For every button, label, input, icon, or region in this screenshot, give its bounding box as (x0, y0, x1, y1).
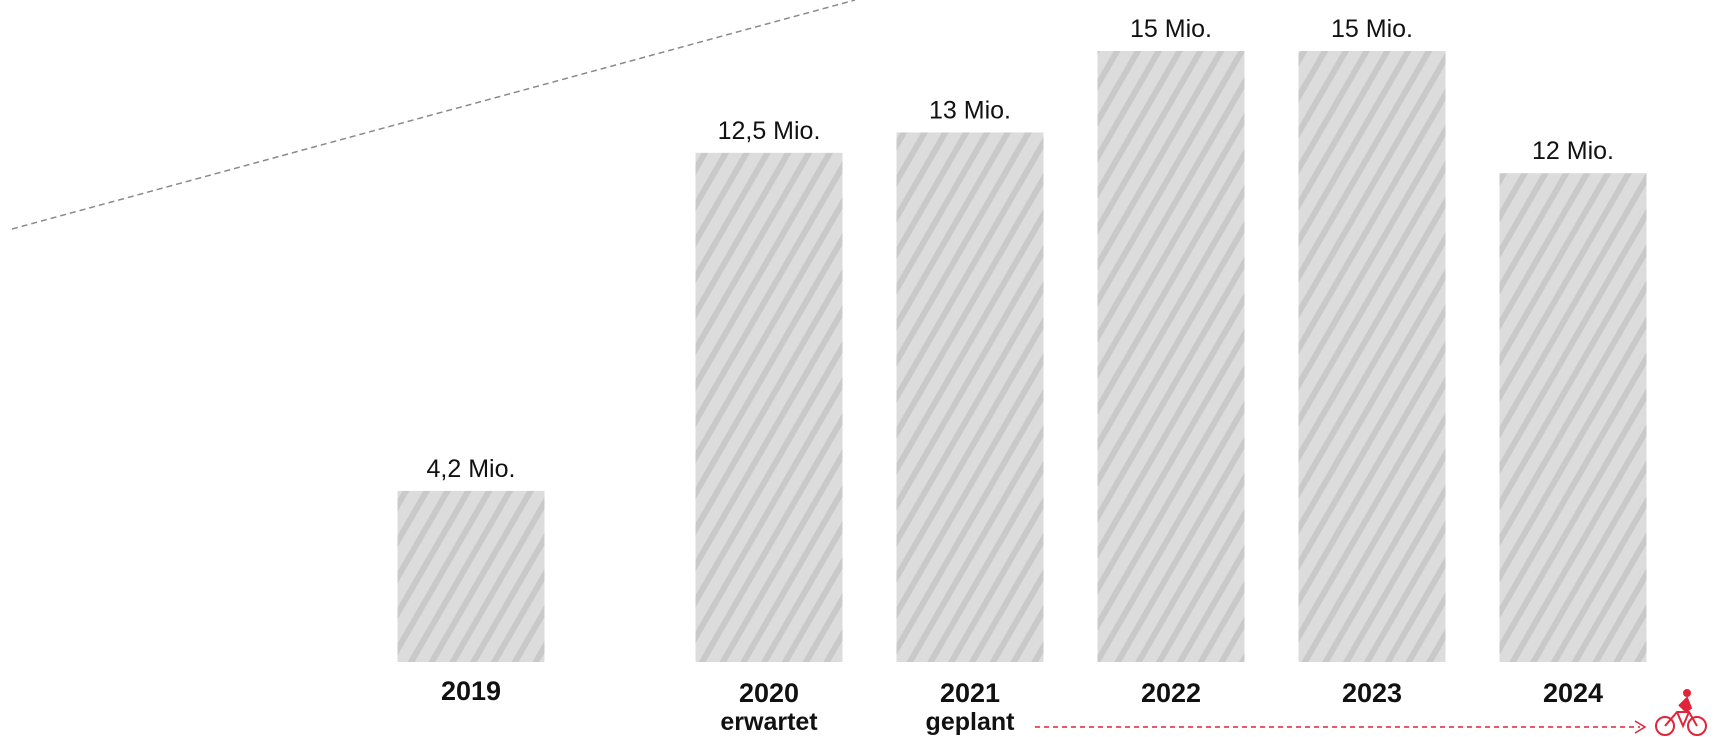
value-labels-group: 4,2 Mio. 12,5 Mio. 13 Mio. 15 Mio. 15 Mio. 12… (427, 15, 1614, 483)
value-label-2021: 13 Mio. (929, 96, 1011, 124)
category-label-2022: 2022 (1141, 678, 1201, 708)
category-label-2021: 2021 (940, 678, 1000, 708)
value-label-2023: 15 Mio. (1331, 15, 1413, 43)
value-label-2019: 4,2 Mio. (427, 455, 516, 483)
value-label-2024: 12 Mio. (1532, 137, 1614, 165)
category-label-2019: 2019 (441, 676, 501, 706)
bars-group (397, 51, 1647, 663)
value-label-2020: 12,5 Mio. (718, 117, 821, 145)
category-label-2020: 2020 (739, 678, 799, 708)
trend-line (11, 0, 856, 230)
value-label-2022: 15 Mio. (1130, 15, 1212, 43)
bar-2021 (896, 132, 1044, 662)
category-sublabel-2020: erwartet (720, 708, 818, 736)
bar-2020 (695, 152, 843, 663)
category-label-2024: 2024 (1543, 678, 1603, 708)
bar-2022 (1097, 51, 1245, 662)
category-sublabel-2021: geplant (926, 708, 1016, 736)
bar-2019 (397, 490, 545, 662)
plan-arrow-head (1634, 720, 1647, 734)
cyclist-icon (1655, 689, 1707, 736)
bar-2023 (1298, 51, 1446, 662)
category-label-2023: 2023 (1342, 678, 1402, 708)
bar-2024 (1499, 173, 1647, 662)
